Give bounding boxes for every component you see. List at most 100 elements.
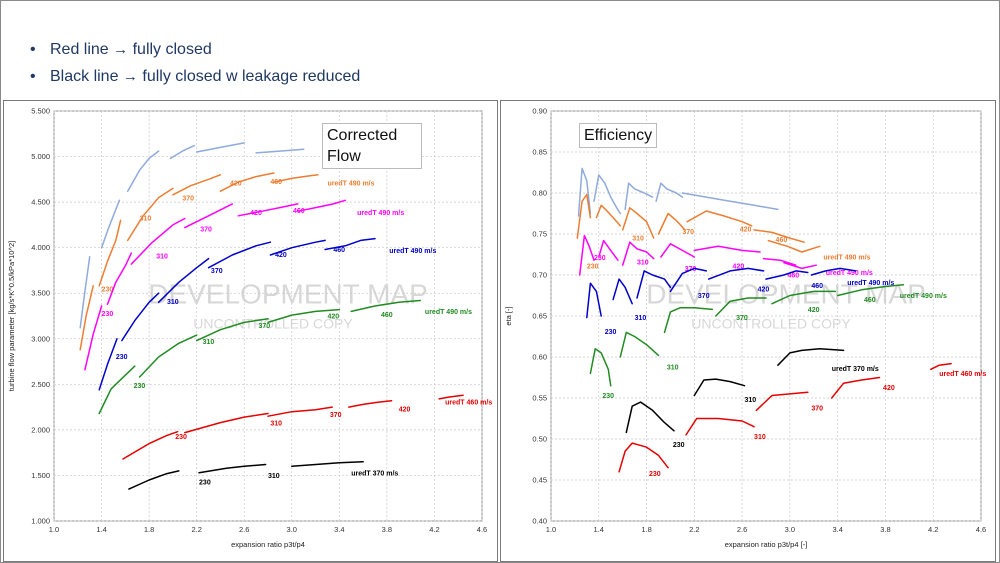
x-tick-label: 2.2 — [689, 525, 699, 534]
series-line — [663, 307, 714, 334]
x-tick-label: 1.4 — [96, 525, 106, 534]
speed-label: 230 — [594, 255, 606, 262]
series-line — [269, 239, 326, 256]
series-line — [578, 234, 595, 276]
x-tick-label: 3.0 — [287, 525, 297, 534]
y-tick-label: 2.500 — [31, 380, 50, 389]
series-line — [130, 217, 186, 265]
bullet-marker: • — [30, 68, 36, 85]
speed-label: 230 — [175, 434, 187, 441]
x-tick-label: 2.6 — [239, 525, 249, 534]
chart-title: Efficiency — [579, 123, 658, 148]
y-tick-label: 0.50 — [532, 435, 547, 444]
speed-label: 230 — [649, 471, 661, 478]
speed-label: 370 — [258, 323, 270, 330]
speed-label: 420 — [327, 314, 339, 321]
x-axis-label: expansion ratio p3t/p4 — [231, 540, 305, 549]
speed-label: 230 — [102, 311, 114, 318]
x-tick-label: 1.4 — [594, 525, 604, 534]
y-tick-label: 4.500 — [31, 198, 50, 207]
series-line — [126, 150, 160, 192]
y-tick-label: 0.80 — [532, 189, 547, 198]
bullet-red-line: • Red line → fully closed — [30, 36, 360, 63]
speed-label: 310 — [167, 299, 179, 306]
speed-label: 460 — [333, 247, 345, 254]
x-tick-label: 1.8 — [641, 525, 651, 534]
speed-label: 310 — [745, 397, 757, 404]
series-line — [657, 212, 686, 235]
series-line — [693, 378, 746, 397]
series-line — [267, 406, 333, 417]
speed-label: 230 — [134, 383, 146, 390]
speed-label: uredT 490 m/s — [389, 248, 436, 255]
y-tick-label: 0.45 — [532, 476, 547, 485]
speed-label: 230 — [602, 393, 614, 400]
y-axis-label: turbine flow parameter [kg/s*K^0.5/kPa*1… — [7, 241, 16, 391]
series-line — [715, 297, 767, 317]
bullet-marker: • — [30, 41, 36, 58]
series-line — [121, 292, 160, 342]
series-line — [172, 174, 222, 196]
speed-label: uredT 370 m/s — [832, 366, 879, 373]
speed-label: 420 — [808, 307, 820, 314]
series-line — [685, 417, 755, 436]
arrow-right-icon: → — [113, 41, 129, 58]
speed-label: 310 — [667, 364, 679, 371]
y-tick-label: 0.70 — [532, 271, 547, 280]
speed-label: uredT 490 m/s — [823, 254, 870, 261]
series-line — [237, 203, 299, 217]
series-line — [621, 207, 655, 239]
bullet-text: fully closed w leakage reduced — [137, 68, 361, 85]
series-line — [783, 261, 817, 270]
series-line — [98, 365, 136, 415]
series-line — [586, 282, 602, 319]
speed-label: 310 — [635, 315, 647, 322]
series-line — [138, 334, 198, 378]
speed-label: uredT 490 m/s — [826, 270, 873, 277]
series-line — [693, 245, 761, 253]
series-line — [207, 241, 272, 269]
speed-label: uredT 460 m/s — [939, 371, 986, 378]
speed-label: 420 — [740, 227, 752, 234]
x-tick-label: 3.0 — [785, 525, 795, 534]
series-line — [122, 430, 179, 460]
series-line — [577, 167, 592, 217]
series-line — [126, 187, 174, 242]
series-line — [595, 204, 622, 227]
speed-label: 310 — [637, 259, 649, 266]
x-tick-label: 3.8 — [880, 525, 890, 534]
series-line — [291, 461, 364, 468]
series-line — [625, 401, 675, 434]
series-line — [762, 257, 797, 266]
x-tick-label: 2.6 — [737, 525, 747, 534]
series-line — [195, 142, 245, 153]
x-tick-label: 4.2 — [928, 525, 938, 534]
y-tick-label: 5.000 — [31, 152, 50, 161]
series-line — [669, 267, 708, 293]
bullet-list: • Red line → fully closed • Black line → f… — [30, 36, 360, 90]
y-tick-label: 0.60 — [532, 353, 547, 362]
speed-label: 310 — [140, 215, 152, 222]
y-tick-label: 1.000 — [31, 517, 50, 526]
speed-label: 310 — [156, 254, 168, 261]
speed-label: 420 — [883, 385, 895, 392]
y-tick-label: 3.500 — [31, 289, 50, 298]
series-line — [128, 470, 180, 490]
series-line — [169, 144, 196, 160]
x-tick-label: 4.2 — [429, 525, 439, 534]
series-line — [771, 290, 837, 305]
speed-label: 370 — [698, 293, 710, 300]
speed-label: 310 — [270, 420, 282, 427]
series-line — [660, 243, 696, 258]
series-line — [598, 239, 619, 261]
x-tick-label: 3.4 — [334, 525, 344, 534]
x-axis-label: expansion ratio p3t/p4 [-] — [725, 540, 808, 549]
series-line — [184, 203, 234, 229]
series-line — [686, 210, 753, 227]
y-tick-label: 0.55 — [532, 394, 547, 403]
series-line — [438, 394, 464, 400]
series-line — [655, 182, 684, 202]
series-line — [830, 376, 881, 399]
series-line — [79, 256, 91, 329]
series-line — [348, 399, 393, 408]
